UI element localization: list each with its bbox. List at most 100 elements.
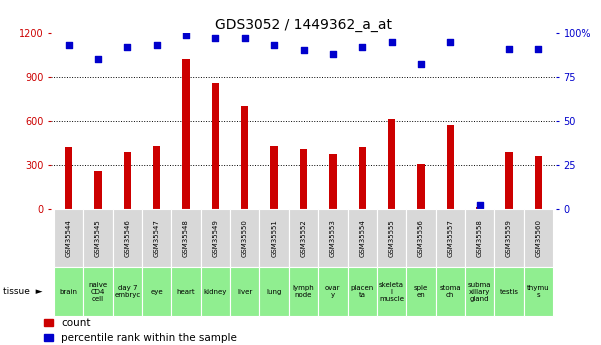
Text: testis: testis — [499, 288, 519, 295]
Bar — [377, 209, 406, 267]
Text: skeleta
l
muscle: skeleta l muscle — [379, 282, 404, 302]
Point — [387, 39, 397, 44]
Text: thymu
s: thymu s — [527, 285, 550, 298]
Title: GDS3052 / 1449362_a_at: GDS3052 / 1449362_a_at — [215, 18, 392, 32]
Text: sple
en: sple en — [413, 285, 428, 298]
Text: liver: liver — [237, 288, 252, 295]
Bar — [113, 209, 142, 267]
Text: GSM35551: GSM35551 — [271, 219, 277, 257]
Bar — [260, 267, 289, 316]
Text: day 7
embryc: day 7 embryc — [114, 285, 141, 298]
Bar — [465, 267, 494, 316]
Bar — [300, 149, 307, 209]
Bar — [505, 151, 513, 209]
Point — [182, 32, 191, 37]
Text: brain: brain — [59, 288, 78, 295]
Text: GSM35554: GSM35554 — [359, 219, 365, 257]
Bar — [260, 209, 289, 267]
Bar — [447, 125, 454, 209]
Bar — [171, 267, 201, 316]
Bar — [347, 209, 377, 267]
Bar — [212, 82, 219, 209]
Point — [475, 203, 484, 208]
Text: lung: lung — [266, 288, 282, 295]
Point — [299, 48, 308, 53]
Bar — [270, 146, 278, 209]
Text: GSM35546: GSM35546 — [124, 219, 130, 257]
Text: GSM35557: GSM35557 — [447, 219, 453, 257]
Point — [416, 62, 426, 67]
Bar — [523, 209, 553, 267]
Point — [240, 35, 249, 41]
Bar — [359, 147, 366, 209]
Point — [93, 56, 103, 62]
Bar — [84, 267, 113, 316]
Bar — [436, 209, 465, 267]
Point — [210, 35, 220, 41]
Point — [504, 46, 514, 51]
Bar — [201, 267, 230, 316]
Bar — [406, 209, 436, 267]
Bar — [289, 209, 318, 267]
Text: GSM35548: GSM35548 — [183, 219, 189, 257]
Text: GSM35550: GSM35550 — [242, 219, 248, 257]
Bar — [171, 209, 201, 267]
Point — [445, 39, 455, 44]
Text: GSM35560: GSM35560 — [535, 219, 542, 257]
Text: placen
ta: placen ta — [350, 285, 374, 298]
Bar — [318, 209, 347, 267]
Text: GSM35558: GSM35558 — [477, 219, 483, 257]
Text: GSM35544: GSM35544 — [66, 219, 72, 257]
Point — [64, 42, 73, 48]
Point — [123, 44, 132, 50]
Bar — [494, 209, 523, 267]
Bar — [289, 267, 318, 316]
Bar — [183, 59, 190, 209]
Bar — [417, 164, 424, 209]
Bar — [523, 267, 553, 316]
Text: subma
xillary
gland: subma xillary gland — [468, 282, 492, 302]
Bar — [476, 207, 483, 209]
Bar — [406, 267, 436, 316]
Bar — [318, 267, 347, 316]
Point — [534, 46, 543, 51]
Text: tissue  ►: tissue ► — [3, 287, 43, 296]
Bar — [377, 267, 406, 316]
Bar — [201, 209, 230, 267]
Text: naive
CD4
cell: naive CD4 cell — [88, 282, 108, 302]
Text: GSM35555: GSM35555 — [389, 219, 395, 257]
Bar — [388, 119, 395, 209]
Text: GSM35559: GSM35559 — [506, 219, 512, 257]
Text: GSM35553: GSM35553 — [330, 219, 336, 257]
Point — [152, 42, 162, 48]
Point — [269, 42, 279, 48]
Bar — [54, 267, 84, 316]
Bar — [329, 155, 337, 209]
Text: heart: heart — [177, 288, 195, 295]
Text: eye: eye — [150, 288, 163, 295]
Text: stoma
ch: stoma ch — [439, 285, 461, 298]
Bar — [535, 156, 542, 209]
Bar — [494, 267, 523, 316]
Text: ovar
y: ovar y — [325, 285, 341, 298]
Text: GSM35552: GSM35552 — [300, 219, 307, 257]
Bar — [54, 209, 84, 267]
Bar — [142, 209, 171, 267]
Text: GSM35545: GSM35545 — [95, 219, 101, 257]
Bar — [230, 267, 260, 316]
Bar — [65, 147, 72, 209]
Bar — [241, 106, 248, 209]
Text: GSM35556: GSM35556 — [418, 219, 424, 257]
Bar — [230, 209, 260, 267]
Bar — [153, 146, 160, 209]
Point — [358, 44, 367, 50]
Bar — [436, 267, 465, 316]
Bar — [465, 209, 494, 267]
Text: GSM35549: GSM35549 — [212, 219, 218, 257]
Bar — [94, 171, 102, 209]
Bar — [113, 267, 142, 316]
Bar — [347, 267, 377, 316]
Bar — [84, 209, 113, 267]
Bar — [124, 151, 131, 209]
Legend: count, percentile rank within the sample: count, percentile rank within the sample — [44, 318, 237, 343]
